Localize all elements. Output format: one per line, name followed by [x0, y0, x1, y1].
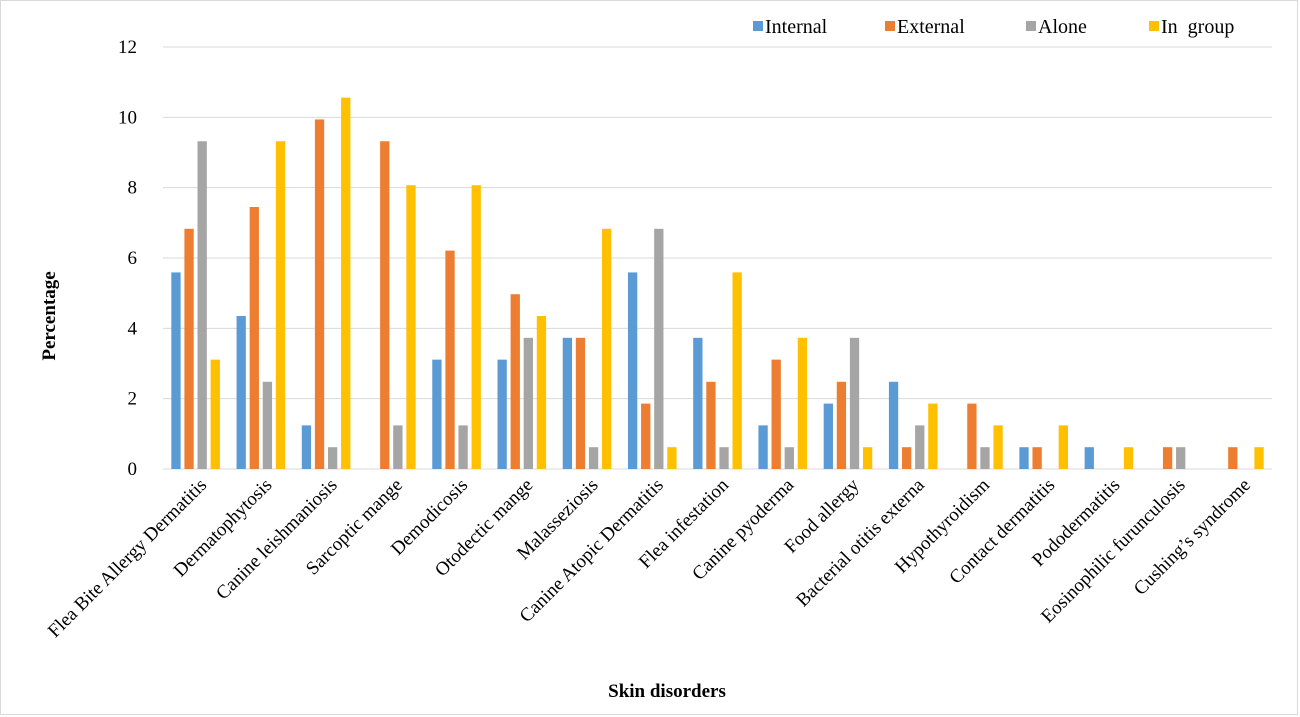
- bar-in-group: [928, 404, 937, 469]
- bar-internal: [824, 404, 833, 469]
- bar-alone: [198, 141, 207, 469]
- bar-external: [1032, 447, 1041, 469]
- bar-in-group: [1059, 425, 1068, 469]
- bar-external: [576, 338, 585, 469]
- bar-in-group: [798, 338, 807, 469]
- y-tick-label: 12: [118, 37, 137, 58]
- legend-swatch: [885, 21, 895, 31]
- bar-external: [706, 382, 715, 469]
- bar-alone: [785, 447, 794, 469]
- legend-swatch: [753, 21, 763, 31]
- bar-internal: [889, 382, 898, 469]
- x-axis-title: Skin disorders: [608, 681, 726, 702]
- bar-internal: [237, 316, 246, 469]
- bar-in-group: [1254, 447, 1263, 469]
- bar-internal: [628, 272, 637, 469]
- bar-internal: [432, 360, 441, 469]
- y-tick-label: 0: [128, 459, 138, 480]
- bar-external: [315, 119, 324, 469]
- bar-internal: [1019, 447, 1028, 469]
- bar-internal: [693, 338, 702, 469]
- legend-swatch: [1026, 21, 1036, 31]
- bar-external: [772, 360, 781, 469]
- bar-alone: [850, 338, 859, 469]
- legend: Internal External Alone In group: [753, 16, 1234, 38]
- bar-external: [967, 404, 976, 469]
- legend-label: Internal: [765, 16, 828, 38]
- y-axis-title: Percentage: [39, 271, 60, 360]
- bar-alone: [393, 425, 402, 469]
- bar-in-group: [602, 229, 611, 469]
- bar-in-group: [276, 141, 285, 469]
- bar-external: [380, 141, 389, 469]
- bar-alone: [719, 447, 728, 469]
- y-tick-label: 2: [128, 389, 138, 410]
- bar-alone: [328, 447, 337, 469]
- bar-alone: [1176, 447, 1185, 469]
- bar-external: [445, 251, 454, 469]
- bar-in-group: [406, 185, 415, 469]
- y-tick-label: 4: [128, 318, 138, 339]
- y-tick-label: 6: [128, 248, 138, 269]
- bar-in-group: [537, 316, 546, 469]
- bar-external: [1163, 447, 1172, 469]
- x-axis-ticks: Flea Bite Allergy DermatitisDermatophyto…: [44, 474, 1255, 642]
- bar-in-group: [472, 185, 481, 469]
- legend-label: External: [897, 16, 965, 38]
- bar-alone: [524, 338, 533, 469]
- bar-alone: [458, 425, 467, 469]
- bar-external: [902, 447, 911, 469]
- x-tick-label: Cushing’s syndrome: [1130, 475, 1255, 600]
- y-tick-label: 8: [128, 178, 138, 199]
- bar-in-group: [341, 98, 350, 469]
- bar-in-group: [667, 447, 676, 469]
- x-tick-label: Bacterial otitis externa: [792, 474, 929, 611]
- bar-alone: [980, 447, 989, 469]
- legend-label: Alone: [1038, 16, 1087, 38]
- bar-alone: [589, 447, 598, 469]
- bar-in-group: [863, 447, 872, 469]
- bar-in-group: [1124, 447, 1133, 469]
- gridlines: [163, 47, 1272, 469]
- bar-internal: [497, 360, 506, 469]
- legend-swatch: [1149, 21, 1159, 31]
- bar-external: [837, 382, 846, 469]
- y-tick-label: 10: [118, 107, 137, 128]
- y-axis-ticks: 0 2 4 6 8 10 12: [118, 37, 138, 480]
- bar-alone: [263, 382, 272, 469]
- bar-external: [1228, 447, 1237, 469]
- bar-internal: [1085, 447, 1094, 469]
- bar-external: [184, 229, 193, 469]
- bar-alone: [654, 229, 663, 469]
- bar-internal: [171, 272, 180, 469]
- x-tick-label: Canine leishmaniosis: [212, 475, 341, 604]
- bar-external: [250, 207, 259, 469]
- bar-external: [511, 294, 520, 469]
- legend-label: In group: [1161, 16, 1234, 38]
- bar-alone: [915, 425, 924, 469]
- bar-internal: [758, 425, 767, 469]
- bar-external: [641, 404, 650, 469]
- bar-in-group: [211, 360, 220, 469]
- bars: [171, 98, 1263, 469]
- bar-in-group: [993, 425, 1002, 469]
- bar-internal: [563, 338, 572, 469]
- bar-internal: [302, 425, 311, 469]
- bar-in-group: [733, 272, 742, 469]
